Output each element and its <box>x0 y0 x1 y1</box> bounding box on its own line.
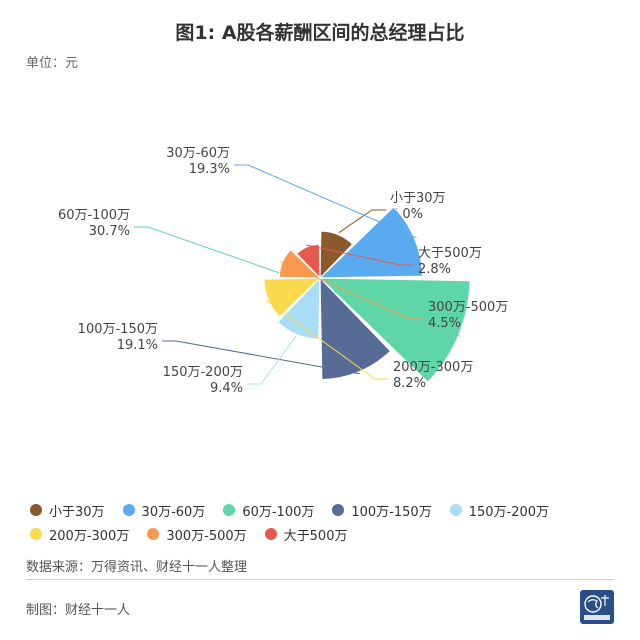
brand-logo-icon <box>580 590 614 624</box>
chart-title: 图1: A股各薪酬区间的总经理占比 <box>175 22 465 44</box>
legend-item[interactable]: 300万-500万 <box>147 525 247 544</box>
slice-category-label: 小于30万 <box>390 191 446 206</box>
slice-category-label: 大于500万 <box>418 246 482 261</box>
legend-label: 200万-300万 <box>49 528 130 544</box>
legend-label: 100万-150万 <box>351 504 432 520</box>
legend-label: 小于30万 <box>49 504 105 520</box>
slice-category-label: 200万-300万 <box>393 360 473 375</box>
legend-label: 150万-200万 <box>468 504 550 520</box>
slice-value-label: 8.2% <box>393 376 426 391</box>
leader-line <box>134 226 461 337</box>
legend-item[interactable]: 小于30万 <box>30 501 105 520</box>
legend-dot-icon <box>147 528 160 540</box>
slice-category-label: 150万-200万 <box>163 365 243 380</box>
legend-dot-icon <box>449 504 462 516</box>
legend-dot-icon <box>223 504 236 516</box>
slice-category-label: 100万-150万 <box>78 322 158 337</box>
legend-dot-icon <box>332 504 345 516</box>
leader-line <box>338 209 386 234</box>
slice-value-label: 4.5% <box>428 316 461 331</box>
chart-maker: 制图：财经十一人 <box>26 603 131 618</box>
data-source: 数据来源：万得资讯、财经十一人整理 <box>26 560 248 575</box>
rose-slice <box>295 243 321 280</box>
legend-item[interactable]: 100万-150万 <box>332 501 432 520</box>
slice-value-label: 30.7% <box>89 224 130 239</box>
legend-dot-icon <box>264 528 277 540</box>
legend-label: 300万-500万 <box>166 528 247 544</box>
legend-label: 30万-60万 <box>141 504 206 520</box>
legend-item[interactable]: 60万-100万 <box>223 501 314 520</box>
legend-dot-icon <box>30 528 42 540</box>
leader-line <box>306 244 414 266</box>
leader-line <box>247 336 297 385</box>
leader-line <box>280 261 424 320</box>
legend-item[interactable]: 30万-60万 <box>122 501 206 520</box>
slice-category-label: 300万-500万 <box>428 300 508 315</box>
leader-line <box>162 340 360 375</box>
legend-dot-icon <box>30 504 42 516</box>
legend-dot-icon <box>122 504 135 516</box>
chart-legend: 小于30万 30万-60万 60万-100万 100万-150万 150万-200万 2… <box>30 498 620 546</box>
legend-row: 小于30万 30万-60万 60万-100万 100万-150万 150万-200万 <box>30 498 620 522</box>
rose-chart: 小于30万6.0%30万-60万19.3%60万-100万30.7%100万-1… <box>58 146 508 396</box>
legend-label: 60万-100万 <box>242 504 315 520</box>
legend-item[interactable]: 大于500万 <box>264 525 348 544</box>
rose-slice <box>276 276 321 340</box>
legend-item[interactable]: 200万-300万 <box>30 525 129 544</box>
leader-line <box>265 299 389 380</box>
rose-slice <box>319 276 392 381</box>
rose-slice <box>318 205 424 279</box>
legend-label: 大于500万 <box>283 528 348 544</box>
leader-line <box>234 164 417 239</box>
unit-label: 单位：元 <box>26 56 79 71</box>
slice-value-label: 19.1% <box>117 338 158 353</box>
divider <box>26 579 614 580</box>
slice-value-label: 19.3% <box>189 162 230 177</box>
slice-category-label: 60万-100万 <box>58 208 130 223</box>
slice-category-label: 30万-60万 <box>166 146 230 161</box>
legend-item[interactable]: 150万-200万 <box>449 501 550 520</box>
slice-value-label: 2.8% <box>418 262 451 277</box>
slice-value-label: 9.4% <box>210 381 243 396</box>
rose-slice <box>263 277 322 318</box>
rose-slice <box>319 230 354 280</box>
legend-row: 200万-300万 300万-500万 大于500万 <box>30 522 620 546</box>
